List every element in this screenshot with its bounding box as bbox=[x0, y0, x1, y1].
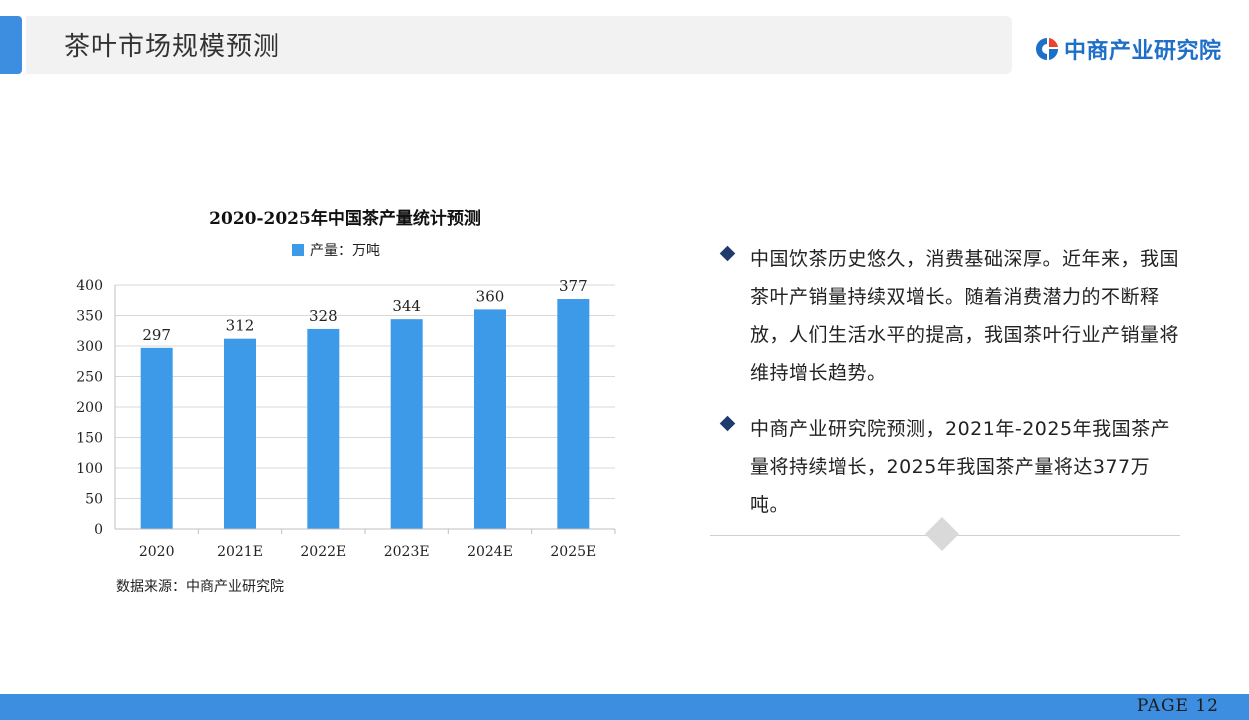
data-label: 328 bbox=[309, 307, 338, 325]
y-tick-label: 100 bbox=[76, 461, 103, 477]
x-tick-label: 2023E bbox=[384, 544, 430, 560]
diamond-bullet-icon bbox=[719, 245, 736, 262]
chart-legend: 产量：万吨 bbox=[292, 240, 380, 260]
y-tick-label: 50 bbox=[85, 492, 103, 508]
diamond-bullet-icon bbox=[719, 415, 736, 432]
y-tick-label: 0 bbox=[94, 522, 103, 538]
data-label: 377 bbox=[559, 277, 588, 295]
bar bbox=[390, 319, 423, 529]
y-tick-label: 300 bbox=[76, 339, 103, 355]
y-tick-label: 350 bbox=[76, 309, 103, 325]
bar bbox=[557, 299, 590, 529]
y-tick-label: 400 bbox=[76, 278, 103, 294]
bar bbox=[140, 347, 173, 529]
bar bbox=[307, 328, 340, 529]
x-tick-label: 2021E bbox=[217, 544, 263, 560]
legend-label: 产量：万吨 bbox=[310, 243, 380, 259]
bullet-item: 中国饮茶历史悠久，消费基础深厚。近年来，我国茶叶产销量持续双增长。随着消费潜力的… bbox=[718, 240, 1188, 392]
legend-swatch bbox=[292, 244, 304, 256]
data-label: 312 bbox=[226, 317, 255, 335]
bar bbox=[474, 309, 506, 529]
chart-title: 2020-2025年中国茶产量统计预测 bbox=[209, 209, 481, 229]
data-label: 360 bbox=[476, 287, 505, 305]
logo: 中商产业研究院 bbox=[1034, 32, 1222, 66]
x-tick-label: 2022E bbox=[300, 544, 346, 560]
bullet-item: 中商产业研究院预测，2021年-2025年我国茶产量将持续增长，2025年我国茶… bbox=[718, 410, 1188, 524]
logo-text: 中商产业研究院 bbox=[1064, 39, 1222, 64]
y-tick-label: 250 bbox=[76, 370, 103, 386]
x-tick-label: 2025E bbox=[550, 544, 596, 560]
page-number: PAGE 12 bbox=[1136, 696, 1219, 716]
logo-icon bbox=[1036, 38, 1059, 60]
x-tick-label: 2020 bbox=[139, 544, 175, 560]
bar bbox=[224, 338, 256, 529]
y-tick-label: 200 bbox=[76, 400, 103, 416]
data-label: 344 bbox=[392, 297, 421, 315]
y-tick-label: 150 bbox=[76, 431, 103, 447]
data-label: 297 bbox=[142, 326, 171, 344]
bar-chart: 0 50 100 150 200 250 300 350 400 297 2020 312 2021E 3… bbox=[76, 277, 616, 560]
x-tick-label: 2024E bbox=[467, 544, 513, 560]
page-title: 茶叶市场规模预测 bbox=[64, 32, 281, 62]
bullet-list: 中国饮茶历史悠久，消费基础深厚。近年来，我国茶叶产销量持续双增长。随着消费潜力的… bbox=[718, 240, 1188, 542]
footer-bar: PAGE 12 bbox=[0, 694, 1249, 720]
header-accent bbox=[0, 16, 22, 74]
data-source: 数据来源：中商产业研究院 bbox=[116, 579, 284, 595]
bullet-text: 中商产业研究院预测，2021年-2025年我国茶产量将持续增长，2025年我国茶… bbox=[750, 418, 1171, 516]
header-bar bbox=[26, 16, 1012, 74]
bullet-text: 中国饮茶历史悠久，消费基础深厚。近年来，我国茶叶产销量持续双增长。随着消费潜力的… bbox=[750, 248, 1180, 384]
